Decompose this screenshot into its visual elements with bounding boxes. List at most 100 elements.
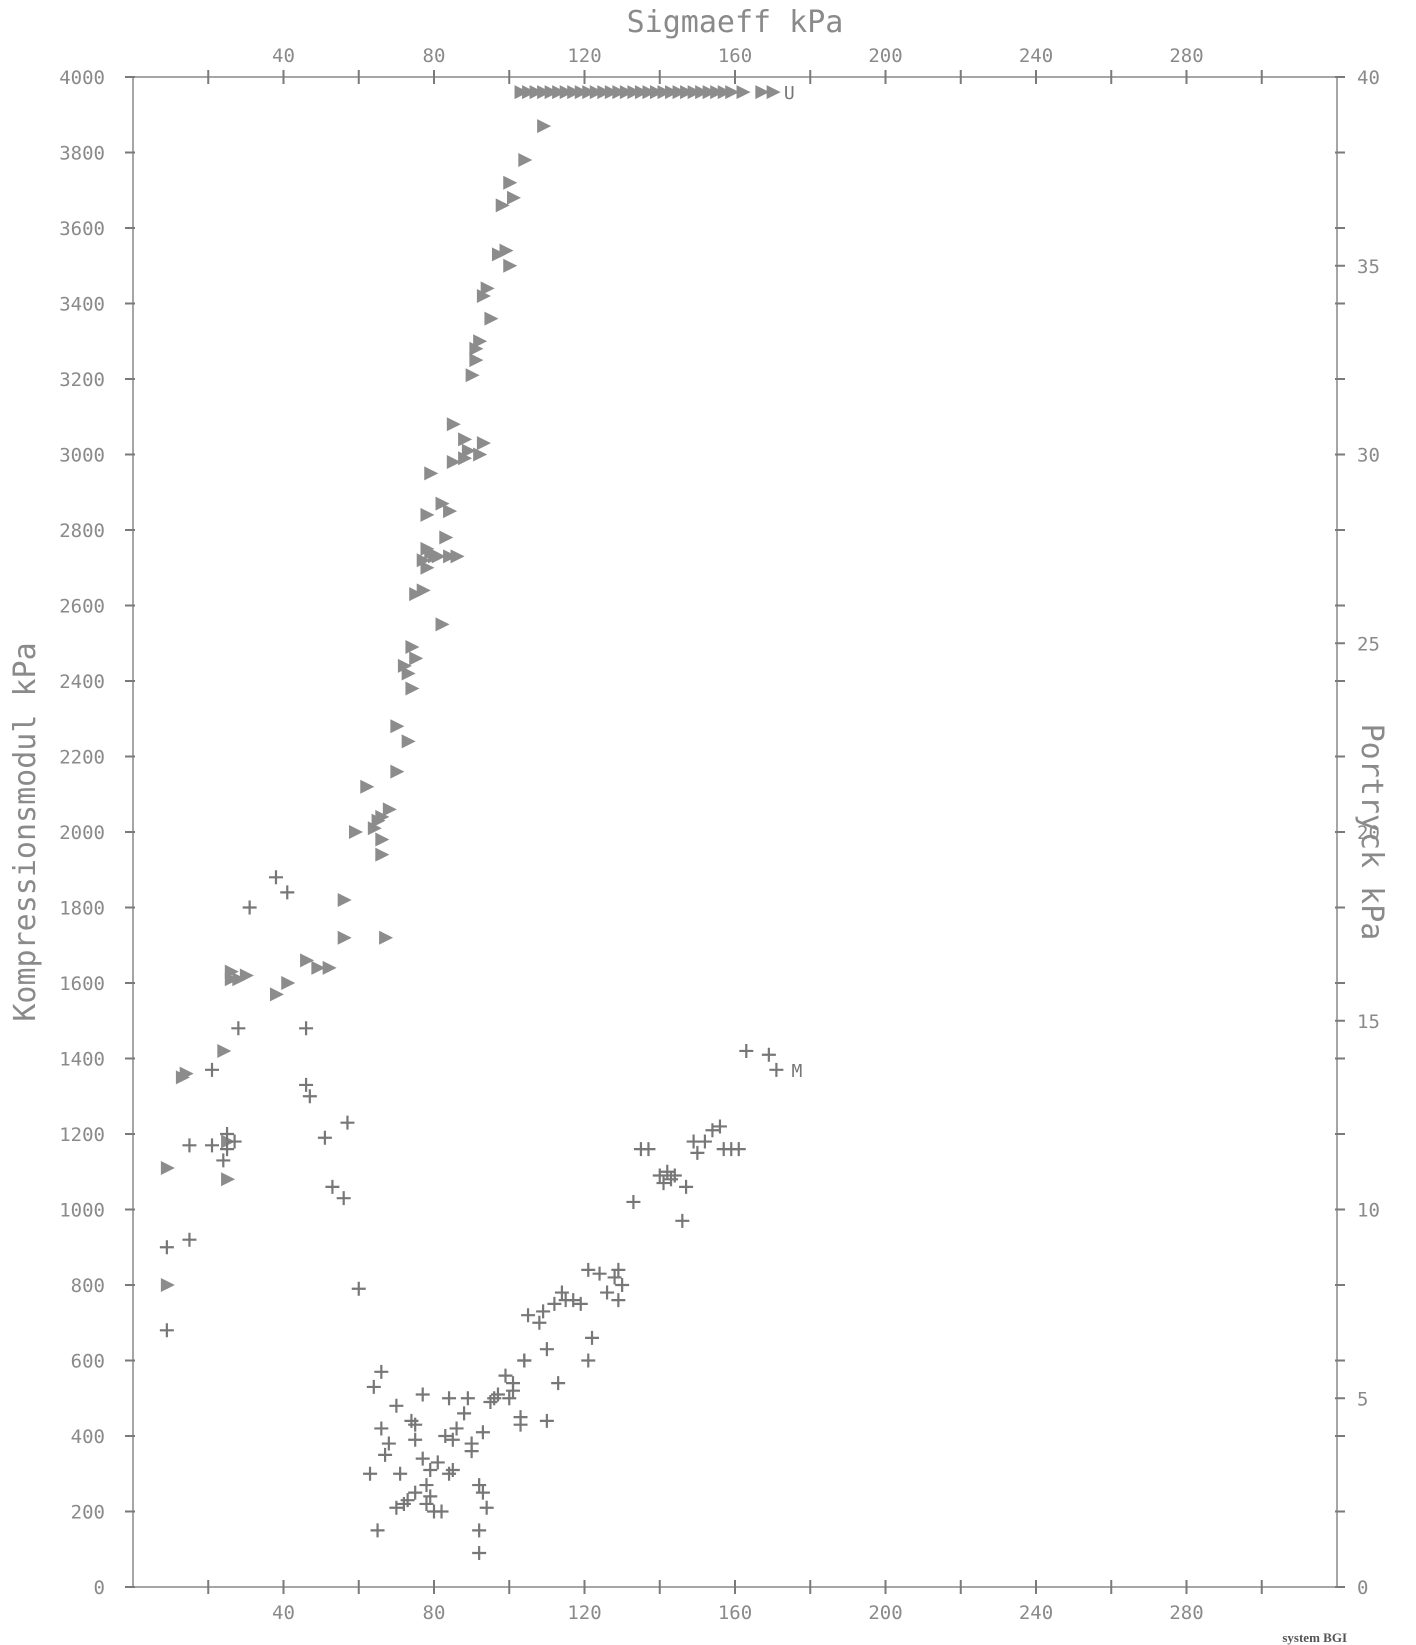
data-point-plus [423,1489,438,1504]
data-point-plus [664,1172,679,1187]
data-point-plus [216,1153,231,1168]
data-point-plus [739,1043,754,1058]
data-point-triangle [217,1043,232,1058]
data-point-plus [242,900,257,915]
data-point-plus [182,1138,197,1153]
data-point-plus [205,1062,220,1077]
data-point-triangle [390,764,405,779]
data-point-plus [370,1523,385,1538]
data-point-triangle [544,85,559,100]
data-point-triangle [687,85,702,100]
data-point-triangle [322,960,337,975]
data-point-plus [502,1391,517,1406]
x-top-tick-label: 120 [567,45,601,67]
x-top-tick-label: 280 [1169,45,1203,67]
data-point-plus [472,1478,487,1493]
data-point-triangle [367,821,382,836]
data-point-triangle [766,85,781,100]
data-point-plus [415,1387,430,1402]
data-point-triangle [239,968,254,983]
data-point-plus [573,1296,588,1311]
data-point-triangle [574,85,589,100]
data-point-triangle [375,847,390,862]
data-point-triangle [604,85,619,100]
data-point-plus [498,1368,513,1383]
data-point-plus [400,1493,415,1508]
data-point-triangle [375,832,390,847]
data-point-plus [487,1391,502,1406]
data-point-triangle [665,85,680,100]
data-point-plus [381,1436,396,1451]
data-point-triangle [469,341,484,356]
data-point-plus [547,1296,562,1311]
data-point-triangle [473,447,488,462]
data-point-plus [675,1213,690,1228]
data-point-triangle [443,549,458,564]
plot-frame [132,76,1338,1588]
series-labels: UM [784,83,803,1082]
data-point-triangle [495,198,510,213]
y-right-tick-label: 40 [1357,67,1380,89]
data-point-triangle [559,85,574,100]
data-point-plus [581,1262,596,1277]
data-point-plus [389,1500,404,1515]
data-point-triangle [420,560,435,575]
data-point-plus [457,1406,472,1421]
y-right-tick-label: 0 [1357,1577,1368,1599]
data-point-triangle [409,587,424,602]
data-point-triangle [221,1172,236,1187]
data-point-triangle [443,504,458,519]
data-point-plus [539,1413,554,1428]
data-point-plus [475,1485,490,1500]
left-axis-title: Kompressionsmodul kPa [8,642,43,1021]
data-point-plus [299,1077,314,1092]
data-point-triangle [619,85,634,100]
y-left-tick-label: 200 [71,1502,105,1524]
y-right-tick-label: 5 [1357,1388,1368,1410]
data-point-triangle [450,549,465,564]
data-point-triangle [360,779,375,794]
data-point-plus [475,1425,490,1440]
data-point-plus [408,1432,423,1447]
y-right-tick-label: 25 [1357,633,1380,655]
data-point-triangle [567,85,582,100]
data-point-triangle [469,353,484,368]
y-right-tick-label: 20 [1357,822,1380,844]
data-point-plus [366,1379,381,1394]
y-left-tick-label: 3400 [59,294,105,316]
data-point-triangle [458,432,473,447]
data-point-triangle [416,553,431,568]
y-left-tick-label: 1600 [59,973,105,995]
data-point-triangle [634,85,649,100]
footer-credit: system BGI [1282,1630,1347,1645]
data-point-plus [445,1462,460,1477]
data-point-plus [592,1266,607,1281]
data-point-plus [566,1293,581,1308]
data-point-triangle [491,247,506,262]
x-top-tick-label: 240 [1019,45,1053,67]
data-point-plus [393,1466,408,1481]
data-point-triangle [503,175,518,190]
data-point-plus [268,870,283,885]
data-point-plus [521,1308,536,1323]
data-point-plus [159,1323,174,1338]
data-point-plus [506,1383,521,1398]
data-point-plus [464,1444,479,1459]
data-point-plus [652,1168,667,1183]
data-marks [159,85,784,1561]
data-point-triangle [311,960,326,975]
data-point-triangle [382,802,397,817]
data-point-triangle [232,972,247,987]
data-point-plus [479,1500,494,1515]
data-point-plus [449,1421,464,1436]
data-point-plus [182,1232,197,1247]
data-point-plus [626,1194,641,1209]
data-point-triangle [725,85,740,100]
y-left-tick-label: 1000 [59,1200,105,1222]
x-bottom-tick-label: 200 [868,1602,902,1624]
data-point-plus [460,1391,475,1406]
data-point-triangle [672,85,687,100]
top-axis-title: Sigmaeff kPa [627,5,844,40]
data-point-plus [340,1115,355,1130]
y-left-tick-label: 2000 [59,822,105,844]
